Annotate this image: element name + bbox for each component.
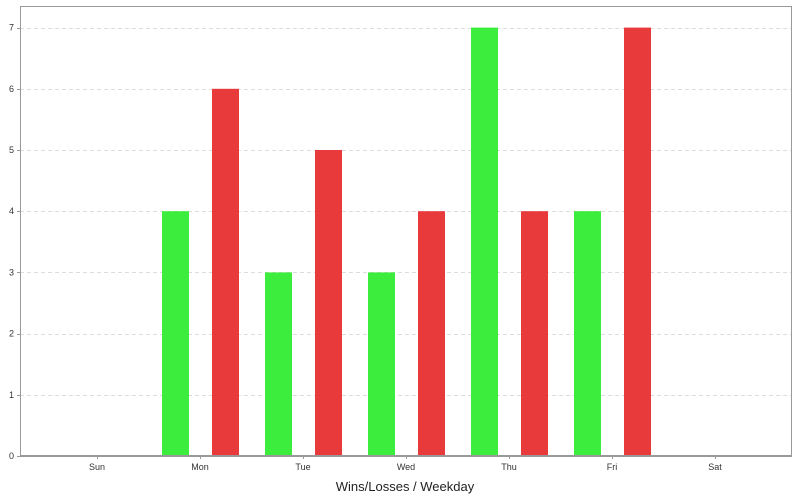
y-tick-label-0: 0	[9, 451, 14, 461]
bar-series1-thu	[471, 27, 498, 456]
axes	[20, 6, 792, 457]
y-tick-label-7: 7	[9, 23, 14, 33]
y-tick-label-5: 5	[9, 145, 14, 155]
x-tick-label-thu: Thu	[501, 462, 517, 472]
bar-series2-thu	[521, 211, 548, 456]
x-tick-label-tue: Tue	[295, 462, 310, 472]
y-tick-label-1: 1	[9, 390, 14, 400]
bars	[162, 27, 651, 457]
x-tick-label-sat: Sat	[708, 462, 722, 472]
x-tick-label-mon: Mon	[191, 462, 209, 472]
bar-series1-mon	[162, 211, 189, 456]
bar-series1-wed	[368, 272, 395, 456]
x-tick-label-sun: Sun	[89, 462, 105, 472]
grid-lines	[20, 28, 792, 396]
x-tick-labels: Sun Mon Tue Wed Thu Fri Sat	[89, 456, 722, 472]
bar-series1-tue	[265, 272, 292, 456]
bar-series2-fri	[624, 27, 651, 456]
plot-border	[20, 6, 792, 456]
bar-series1-fri	[574, 211, 601, 456]
x-tick-label-wed: Wed	[397, 462, 415, 472]
bar-series2-mon	[212, 88, 239, 457]
x-tick-label-fri: Fri	[607, 462, 618, 472]
bar-series2-tue	[315, 150, 342, 456]
y-tick-labels: 0 1 2 3 4 5 6 7	[9, 23, 20, 461]
y-tick-label-2: 2	[9, 329, 14, 339]
y-tick-label-4: 4	[9, 206, 14, 216]
y-tick-label-3: 3	[9, 267, 14, 277]
bar-series2-wed	[418, 211, 445, 456]
y-tick-label-6: 6	[9, 84, 14, 94]
x-axis-title: Wins/Losses / Weekday	[336, 479, 475, 494]
